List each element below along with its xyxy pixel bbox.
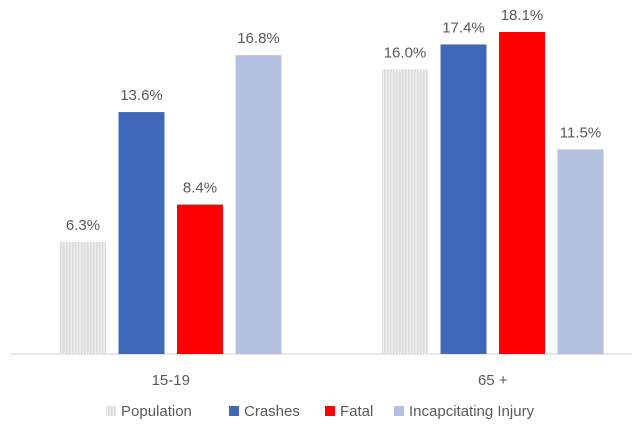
data-label: 13.6% <box>120 87 163 104</box>
bar <box>235 55 282 354</box>
data-label: 16.0% <box>384 44 427 61</box>
bar <box>118 112 165 354</box>
data-label: 17.4% <box>442 19 485 36</box>
data-label: 16.8% <box>237 30 280 47</box>
data-label: 11.5% <box>560 124 601 141</box>
bar <box>499 32 545 354</box>
legend-swatch <box>229 406 239 416</box>
bar <box>60 241 106 354</box>
legend-label: Fatal <box>340 403 373 420</box>
legend-label: Crashes <box>244 403 300 420</box>
bar <box>557 149 604 354</box>
legend-swatch <box>106 406 116 416</box>
data-label: 6.3% <box>66 217 100 234</box>
bar <box>382 69 428 354</box>
data-label: 18.1% <box>501 7 544 24</box>
legend-swatch <box>325 406 335 416</box>
bar <box>177 204 223 354</box>
x-tick-label: 15-19 <box>152 372 190 389</box>
legend-swatch <box>394 406 404 416</box>
x-tick-label: 65 + <box>478 372 508 389</box>
legend-label: Population <box>121 403 192 420</box>
data-label: 8.4% <box>183 180 217 197</box>
legend-label: Incapcitating Injury <box>409 403 535 420</box>
bar <box>440 44 487 355</box>
